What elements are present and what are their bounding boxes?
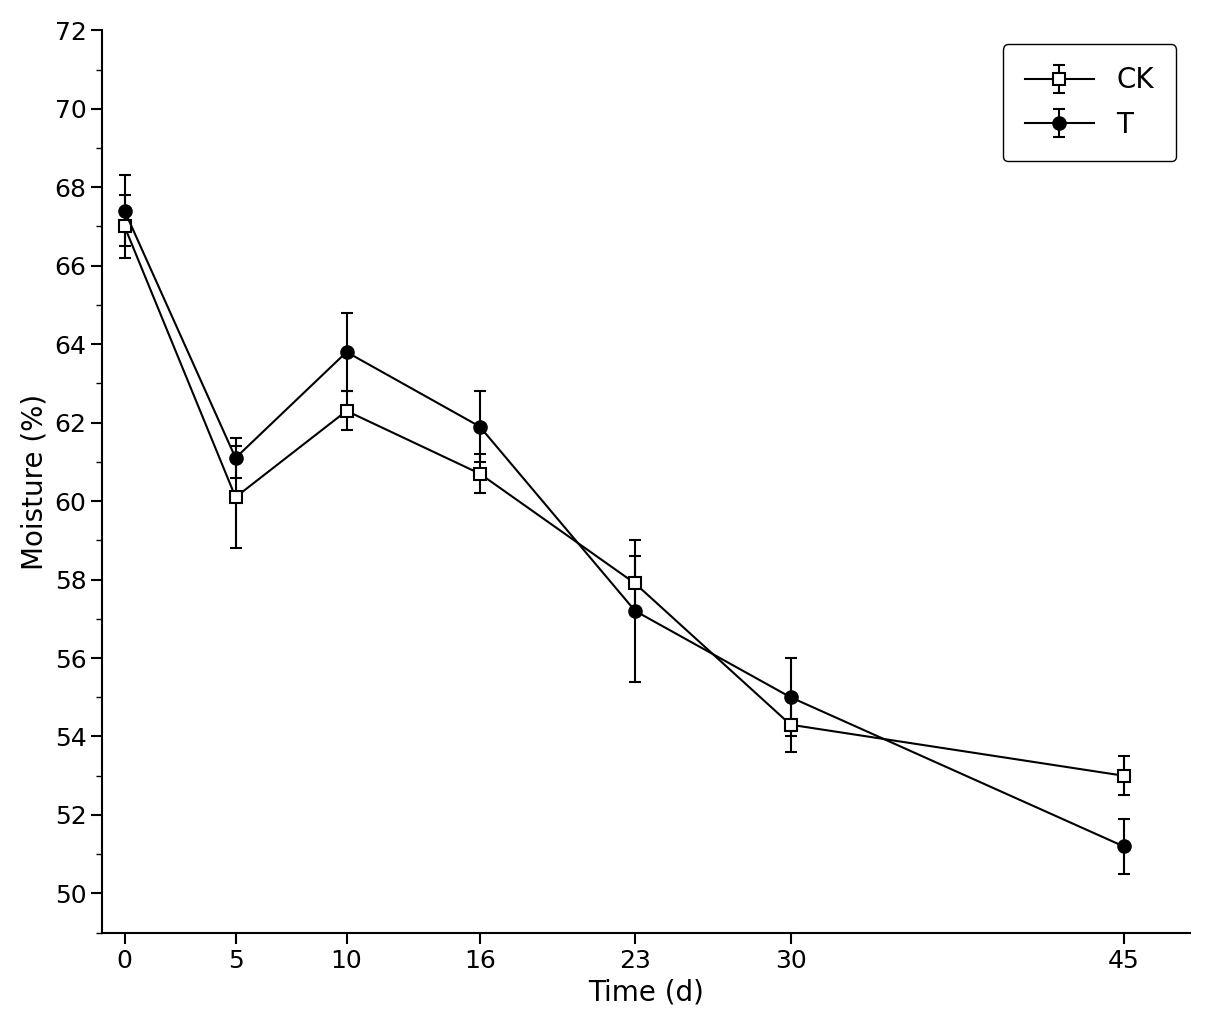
Y-axis label: Moisture (%): Moisture (%) <box>21 393 48 570</box>
X-axis label: Time (d): Time (d) <box>589 978 705 1006</box>
Legend: CK, T: CK, T <box>1003 44 1176 161</box>
